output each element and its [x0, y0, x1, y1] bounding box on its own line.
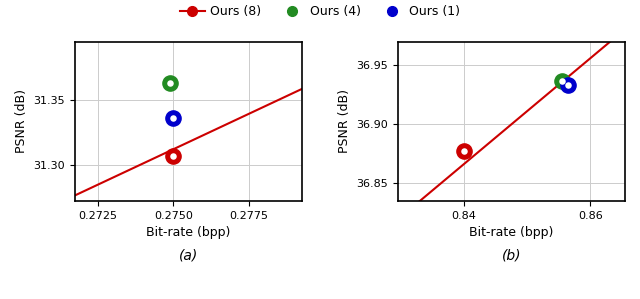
X-axis label: Bit-rate (bpp): Bit-rate (bpp): [147, 226, 231, 239]
Point: [459, 149, 469, 154]
Text: (a): (a): [179, 249, 198, 263]
X-axis label: Bit-rate (bpp): Bit-rate (bpp): [469, 226, 554, 239]
Text: (b): (b): [502, 249, 521, 263]
Point: [459, 149, 469, 154]
Point: [563, 83, 573, 88]
Point: [557, 78, 567, 83]
Y-axis label: PSNR (dB): PSNR (dB): [338, 89, 351, 153]
Point: [557, 78, 567, 83]
Legend: Ours (8), Ours (4), Ours (1): Ours (8), Ours (4), Ours (1): [175, 0, 465, 23]
Point: [168, 116, 179, 120]
Point: [168, 153, 179, 158]
Point: [168, 153, 179, 158]
Point: [168, 116, 179, 120]
Y-axis label: PSNR (dB): PSNR (dB): [15, 89, 28, 153]
Point: [165, 81, 175, 86]
Point: [165, 81, 175, 86]
Point: [563, 83, 573, 88]
